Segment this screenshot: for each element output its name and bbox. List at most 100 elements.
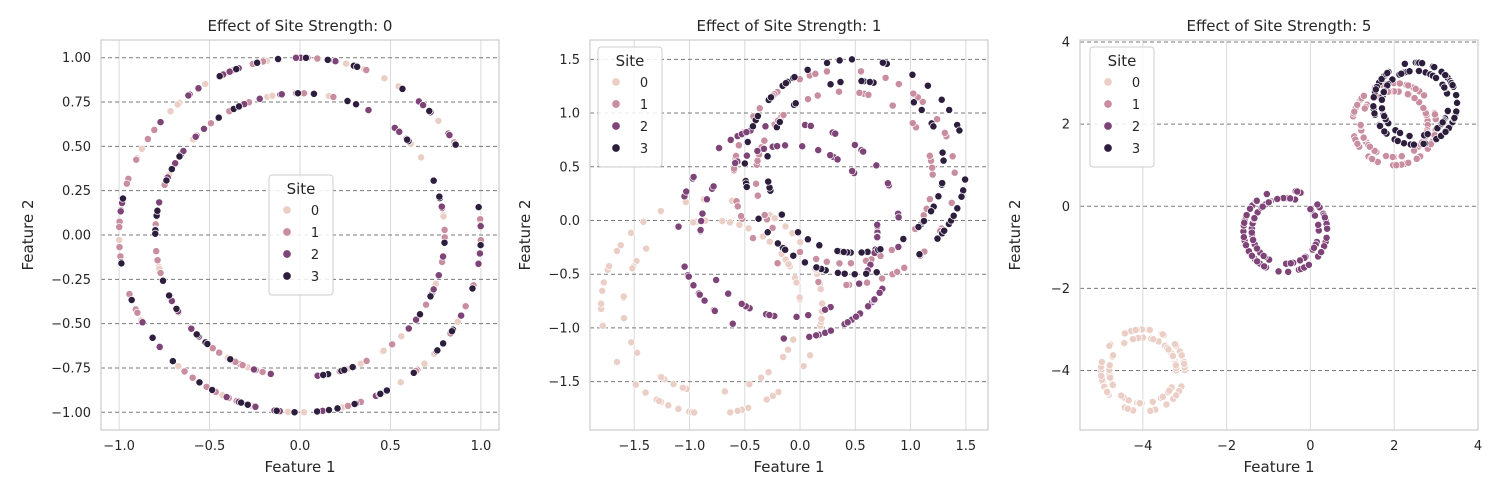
scatter-point-site-3 — [938, 148, 947, 157]
scatter-point-site-2 — [805, 332, 814, 341]
scatter-point-site-2 — [412, 315, 420, 324]
scatter-point-site-1 — [749, 234, 757, 243]
subplot-1: −1.0 −0.5 0.0 0.5 1.0 −1.00 −0.75 −0.50 −0.25 0.0… — [19, 17, 500, 476]
scatter-point-site-0 — [1105, 341, 1114, 350]
scatter-point-site-2 — [1249, 236, 1258, 245]
scatter-point-site-3 — [767, 93, 775, 102]
scatter-point-site-0 — [1158, 392, 1167, 401]
x-tick-label: 1.0 — [900, 439, 921, 454]
y-tick-label: 2 — [1062, 118, 1070, 133]
scatter-point-site-2 — [225, 67, 234, 76]
scatter-point-site-3 — [876, 245, 885, 254]
scatter-point-site-1 — [1356, 121, 1365, 129]
scatter-point-site-3 — [781, 79, 790, 88]
scatter-point-site-3 — [235, 102, 243, 111]
y-tick-label: −4 — [1051, 364, 1070, 379]
x-tick-label: −1.0 — [674, 439, 706, 454]
scatter-point-site-0 — [1120, 329, 1129, 338]
legend-title: Site — [1108, 52, 1137, 70]
scatter-point-site-2 — [709, 182, 718, 191]
y-tick-label: −0.5 — [548, 268, 580, 283]
x-tick-label: 1.5 — [956, 439, 977, 454]
scatter-point-site-3 — [333, 404, 342, 413]
scatter-point-site-1 — [362, 356, 371, 365]
y-tick-label: 0.5 — [559, 160, 580, 175]
scatter-point-site-2 — [1253, 257, 1262, 266]
scatter-point-site-3 — [1452, 91, 1461, 100]
scatter-point-site-2 — [395, 127, 404, 136]
scatter-point-site-1 — [753, 191, 762, 200]
legend-marker-site-2 — [282, 249, 292, 259]
scatter-point-site-2 — [702, 195, 711, 204]
scatter-point-site-3 — [323, 55, 332, 64]
scatter-point-site-2 — [726, 135, 735, 144]
scatter-point-site-1 — [388, 340, 397, 349]
scatter-point-site-3 — [1450, 114, 1459, 122]
scatter-point-site-1 — [893, 267, 902, 276]
scatter-point-site-2 — [792, 312, 801, 321]
scatter-point-site-3 — [1396, 128, 1405, 137]
x-tick-label: 0.0 — [790, 439, 811, 454]
scatter-point-site-1 — [737, 212, 746, 221]
scatter-point-site-1 — [733, 202, 742, 211]
scatter-point-site-1 — [894, 80, 903, 89]
scatter-point-site-3 — [1448, 81, 1457, 90]
scatter-point-site-2 — [474, 259, 483, 268]
y-tick-label: 1.00 — [62, 51, 91, 66]
scatter-point-site-0 — [784, 345, 793, 354]
scatter-point-site-0 — [642, 244, 651, 253]
scatter-point-site-3 — [923, 81, 932, 90]
scatter-point-site-0 — [627, 228, 636, 237]
scatter-point-site-0 — [379, 346, 388, 355]
legend-marker-site-2 — [1103, 121, 1113, 131]
scatter-point-site-3 — [833, 268, 842, 277]
scatter-point-site-2 — [184, 91, 193, 100]
scatter-point-site-0 — [613, 358, 621, 366]
scatter-point-site-2 — [674, 222, 683, 231]
x-tick-label: −2 — [1217, 439, 1236, 454]
scatter-point-site-2 — [894, 243, 903, 251]
scatter-point-site-1 — [900, 263, 909, 272]
scatter-point-site-2 — [873, 233, 882, 242]
scatter-point-site-3 — [398, 84, 407, 93]
scatter-point-site-3 — [168, 357, 177, 366]
scatter-point-site-0 — [1131, 326, 1140, 334]
scatter-point-site-3 — [803, 235, 812, 244]
scatter-point-site-0 — [1108, 381, 1117, 390]
scatter-point-site-1 — [1411, 84, 1420, 93]
scatter-point-site-3 — [835, 56, 844, 65]
scatter-point-site-3 — [917, 106, 926, 114]
scatter-point-site-3 — [800, 258, 809, 267]
scatter-point-site-3 — [1440, 83, 1449, 92]
scatter-point-site-1 — [925, 195, 934, 204]
scatter-point-site-0 — [627, 338, 636, 347]
scatter-point-site-3 — [1369, 102, 1378, 111]
scatter-point-site-3 — [743, 138, 752, 146]
scatter-point-site-3 — [764, 177, 773, 186]
scatter-point-site-0 — [598, 286, 607, 295]
scatter-point-site-3 — [957, 192, 966, 201]
scatter-point-site-0 — [1106, 373, 1115, 382]
scatter-point-site-1 — [1388, 153, 1397, 161]
scatter-point-site-3 — [753, 112, 762, 120]
scatter-point-site-3 — [909, 98, 918, 107]
scatter-point-site-3 — [862, 269, 871, 278]
scatter-point-site-3 — [416, 310, 424, 319]
scatter-point-site-3 — [451, 140, 460, 149]
scatter-point-site-2 — [1311, 211, 1319, 220]
scatter-point-site-3 — [403, 135, 412, 144]
scatter-point-site-2 — [1317, 248, 1326, 257]
scatter-point-site-2 — [1306, 205, 1315, 214]
scatter-point-site-2 — [194, 84, 203, 93]
y-tick-label: −0.25 — [51, 273, 91, 288]
scatter-point-site-3 — [1441, 71, 1450, 80]
scatter-point-site-3 — [162, 176, 171, 185]
scatter-point-site-0 — [678, 383, 687, 392]
scatter-point-site-3 — [949, 211, 958, 220]
scatter-point-site-1 — [855, 88, 864, 97]
scatter-point-site-3 — [1405, 67, 1414, 76]
scatter-point-site-2 — [812, 331, 821, 340]
scatter-point-site-1 — [313, 54, 322, 63]
scatter-point-site-0 — [284, 407, 292, 416]
scatter-point-site-1 — [773, 259, 782, 268]
